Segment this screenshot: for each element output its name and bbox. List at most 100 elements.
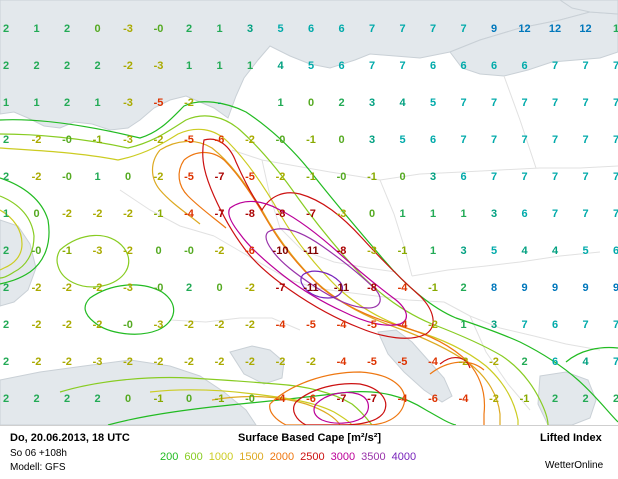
lifted-index-value: 0 [94, 23, 100, 35]
lifted-index-value: -7 [215, 171, 225, 183]
lifted-index-value: 2 [186, 282, 192, 294]
lifted-index-value: 0 [216, 282, 222, 294]
lifted-index-value: -5 [398, 356, 408, 368]
lifted-index-value: 3 [460, 245, 466, 257]
lifted-index-value: -2 [62, 282, 72, 294]
lifted-index-value: 6 [460, 171, 466, 183]
lifted-index-value: 2 [3, 282, 9, 294]
lifted-index-value: 6 [308, 23, 314, 35]
legend-value: 600 [184, 451, 203, 463]
cape-map: 2 1 2 0 -3 -0 2 1 3 5 6 6 7 7 7 7 9 12 12 12 12 2 2 2 -2 -3 1 1 1 4 5 6… [0, 0, 618, 425]
lifted-index-value: 6 [552, 319, 558, 331]
lifted-index-value: 7 [613, 97, 618, 109]
contour-600-loop [56, 234, 130, 288]
cape-legend: 200 600 1000 1500 2000 2500 3000 3500 4000 [160, 451, 422, 463]
forecast-run: So 06 +108h [10, 448, 67, 459]
lifted-index-value: -2 [245, 319, 255, 331]
lifted-index-value: -10 [273, 245, 289, 257]
lifted-index-value: -2 [32, 319, 42, 331]
lifted-index-value: -2 [276, 356, 286, 368]
lifted-index-value: -2 [32, 356, 42, 368]
lifted-index-value: 7 [430, 23, 436, 35]
lifted-index-value: -6 [245, 245, 255, 257]
lifted-index-value: -2 [489, 393, 499, 405]
lifted-index-value: 7 [613, 60, 618, 72]
contour-2000-east [429, 361, 485, 375]
lifted-index-value: -1 [154, 208, 164, 220]
lifted-index-value: 1 [33, 97, 39, 109]
model-name: Modell: GFS [10, 462, 66, 473]
contour-2500-main [202, 138, 434, 339]
lifted-index-value: 6 [460, 60, 466, 72]
contour-600-west [0, 195, 35, 279]
lifted-index-value: 1 [460, 319, 466, 331]
lifted-index-value: 0 [369, 208, 375, 220]
lifted-index-value: -2 [459, 356, 469, 368]
contour-200-loop [84, 284, 175, 335]
lifted-index-value: 2 [64, 97, 70, 109]
lifted-index-value: -2 [93, 208, 103, 220]
lifted-index-value: 4 [521, 245, 528, 257]
lifted-index-value: -11 [303, 245, 318, 257]
legend-value: 1500 [239, 451, 264, 463]
contour-2000-left [178, 159, 227, 229]
lifted-index-value: 0 [155, 245, 161, 257]
lifted-index-value: -1 [520, 393, 530, 405]
contour-1000-west [0, 209, 23, 271]
lifted-index-value: 5 [308, 60, 314, 72]
lifted-index-value: -0 [337, 171, 347, 183]
lifted-index-value: 3 [369, 134, 375, 146]
lifted-index-grid: 2 1 2 0 -3 -0 2 1 3 5 6 6 7 7 7 7 9 12 12 12 12 2 2 2 -2 -3 1 1 1 4 5 6… [3, 23, 618, 405]
lifted-index-value: -3 [337, 208, 347, 220]
lifted-index-value: -7 [215, 208, 225, 220]
lifted-index-value: -1 [215, 393, 225, 405]
lifted-index-value: 1 [3, 97, 9, 109]
lifted-index-value: 7 [613, 319, 618, 331]
lifted-index-value: -2 [32, 171, 42, 183]
lifted-index-value: 7 [582, 171, 588, 183]
lifted-index-value: -8 [337, 245, 347, 257]
lifted-index-value: -2 [215, 319, 225, 331]
lifted-index-value: -4 [459, 393, 470, 405]
lifted-index-value: 7 [369, 60, 375, 72]
lifted-index-value: -3 [154, 60, 164, 72]
lifted-index-value: -0 [62, 171, 72, 183]
lifted-index-value: -7 [306, 208, 316, 220]
lifted-index-value: 7 [399, 23, 405, 35]
lifted-index-value: -4 [276, 393, 287, 405]
lifted-index-value: 7 [552, 97, 558, 109]
lifted-index-value: 7 [491, 171, 497, 183]
lifted-index-value: 9 [613, 282, 618, 294]
lifted-index-value: -6 [428, 393, 438, 405]
lifted-index-value: 4 [277, 60, 284, 72]
contour-600-main [0, 115, 549, 425]
contour-3000-loop [313, 391, 369, 424]
bay-of-biscay [0, 219, 37, 307]
lifted-index-value: 3 [369, 97, 375, 109]
lifted-index-value: -2 [32, 282, 42, 294]
lifted-index-value: 7 [552, 171, 558, 183]
lifted-index-value: 2 [64, 23, 70, 35]
lifted-index-value: 1 [430, 245, 436, 257]
lifted-index-value: 7 [613, 356, 618, 368]
contour-600-south [59, 376, 373, 425]
baltic-sea [449, 11, 618, 77]
lifted-index-value: -1 [367, 171, 377, 183]
lifted-index-value: -2 [154, 134, 164, 146]
lifted-index-value: 0 [125, 393, 131, 405]
lifted-index-value: 2 [3, 60, 9, 72]
lifted-index-value: -6 [215, 134, 225, 146]
lifted-index-value: -3 [123, 134, 133, 146]
ligurian-sea [229, 345, 285, 385]
lifted-index-value: 6 [521, 60, 527, 72]
contour-1000-main [0, 128, 519, 425]
mediterranean-sea [0, 359, 257, 425]
map-title: Surface Based Cape [m²/s²] [238, 432, 382, 444]
lifted-index-value: -11 [334, 282, 349, 294]
lifted-index-value: 7 [613, 134, 618, 146]
lifted-index-value: -5 [367, 356, 377, 368]
lifted-index-value: 7 [369, 23, 375, 35]
lifted-index-value: 2 [3, 171, 9, 183]
lifted-index-value: -2 [62, 208, 72, 220]
lifted-index-value: -1 [306, 171, 316, 183]
